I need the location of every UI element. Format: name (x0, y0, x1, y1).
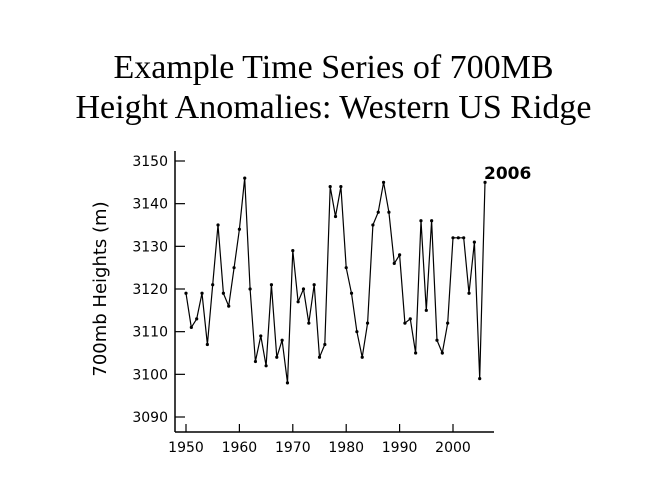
data-point-1981 (349, 291, 354, 295)
data-point-2004 (472, 240, 476, 244)
data-point-1999 (446, 321, 450, 325)
data-point-2002 (462, 236, 466, 240)
x-tick-label-2000: 2000 (435, 440, 471, 456)
data-point-1951 (189, 325, 193, 329)
x-tick-label-1960: 1960 (222, 440, 258, 456)
data-point-1988 (387, 210, 391, 214)
data-point-1960 (237, 227, 241, 231)
data-point-1961 (243, 176, 247, 180)
title-line-1: Example Time Series of 700MB (113, 49, 554, 86)
data-point-1954 (205, 342, 209, 347)
x-tick-label-1980: 1980 (328, 440, 364, 456)
data-point-1965 (264, 364, 268, 368)
data-point-1991 (403, 321, 407, 325)
y-tick-label-3120: 3120 (132, 282, 168, 298)
data-point-1958 (227, 304, 231, 308)
data-point-1994 (419, 219, 423, 223)
data-point-1962 (248, 287, 252, 291)
data-point-2003 (467, 291, 471, 295)
data-point-1971 (296, 300, 300, 304)
data-point-2006 (483, 180, 487, 184)
y-tick-label-3140: 3140 (132, 197, 168, 213)
data-point-1977 (328, 185, 332, 189)
data-point-1974 (312, 283, 316, 287)
y-axis-label: 700mb Heights (m) (90, 201, 111, 376)
data-point-1950 (184, 291, 188, 295)
data-point-1957 (221, 291, 225, 295)
data-point-1986 (376, 210, 380, 214)
data-point-1998 (440, 351, 444, 355)
title-line-2: Height Anomalies: Western US Ridge (75, 89, 592, 126)
data-point-1984 (365, 321, 370, 325)
data-point-1992 (408, 317, 412, 321)
data-point-1997 (435, 338, 439, 342)
data-point-1967 (275, 355, 279, 359)
data-point-1966 (269, 283, 274, 287)
y-tick-label-3130: 3130 (132, 239, 168, 255)
data-point-1990 (398, 253, 402, 257)
data-point-1996 (430, 219, 434, 223)
data-point-1980 (344, 266, 348, 270)
data-point-1976 (323, 342, 327, 347)
series-line (185, 178, 486, 383)
data-point-1983 (360, 355, 364, 359)
y-tick-label-3090: 3090 (132, 410, 168, 426)
y-tick-label-3100: 3100 (132, 367, 168, 383)
data-point-1987 (381, 180, 386, 184)
data-point-1959 (232, 266, 236, 270)
data-point-2000 (451, 236, 455, 240)
data-point-1968 (280, 338, 284, 342)
data-point-1970 (291, 249, 295, 253)
data-point-1953 (200, 291, 204, 295)
data-point-2001 (456, 236, 460, 240)
data-point-1956 (216, 223, 220, 227)
data-point-1982 (355, 330, 359, 334)
y-tick-label-3150: 3150 (132, 154, 168, 170)
chart-title: Example Time Series of 700MB Height Anom… (0, 48, 667, 128)
data-point-1978 (333, 214, 338, 219)
data-point-1955 (211, 283, 215, 287)
x-tick-label-1990: 1990 (382, 440, 418, 456)
data-point-1985 (371, 223, 375, 227)
y-tick-label-3110: 3110 (132, 325, 168, 341)
data-point-1952 (195, 317, 199, 321)
data-point-1973 (307, 321, 311, 325)
data-point-1969 (285, 381, 290, 385)
data-point-1963 (253, 359, 258, 364)
data-point-1993 (414, 351, 418, 355)
data-point-1995 (424, 308, 428, 312)
data-point-1975 (317, 355, 322, 359)
x-tick-label-1950: 1950 (168, 440, 204, 456)
x-tick-label-1970: 1970 (275, 440, 311, 456)
data-point-2005 (478, 377, 482, 381)
data-point-1972 (301, 287, 306, 291)
data-point-1979 (339, 185, 343, 189)
annotation-2006: 2006 (484, 164, 531, 184)
data-point-1964 (259, 334, 263, 338)
data-point-1989 (392, 261, 396, 265)
